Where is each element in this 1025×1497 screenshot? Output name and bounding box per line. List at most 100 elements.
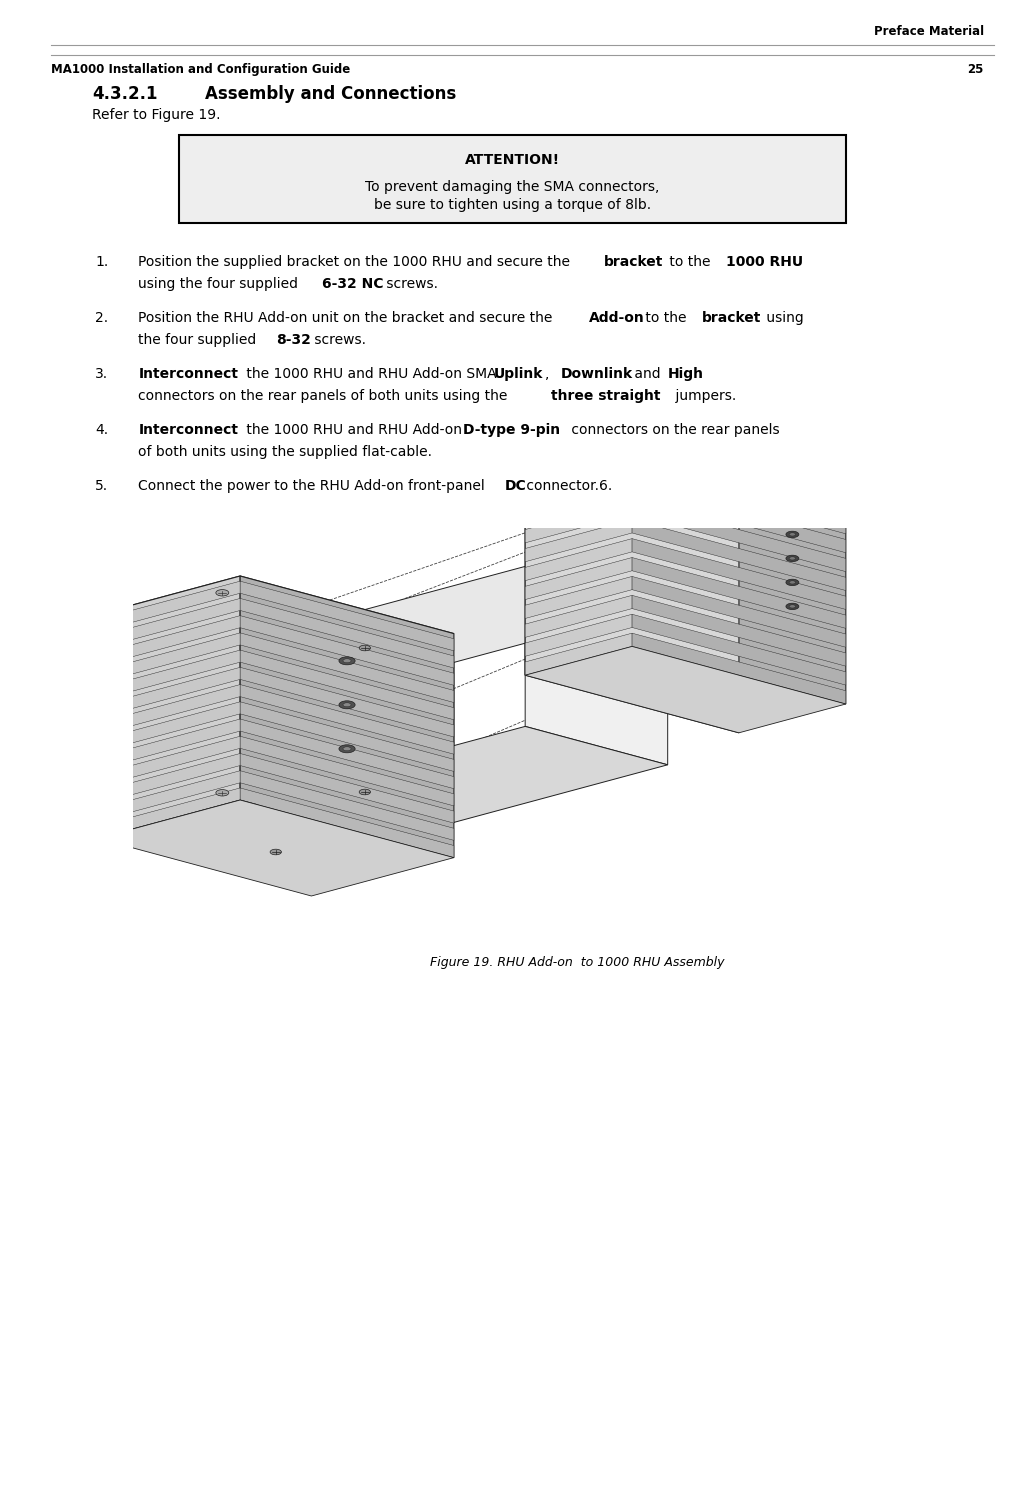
Circle shape (343, 747, 352, 751)
Text: Interconnect: Interconnect (138, 367, 239, 382)
Polygon shape (632, 557, 846, 629)
Polygon shape (240, 787, 454, 858)
Text: connector.6.: connector.6. (523, 479, 613, 493)
Text: Preface Material: Preface Material (874, 25, 984, 37)
Polygon shape (97, 799, 258, 843)
Polygon shape (525, 445, 632, 487)
Polygon shape (240, 581, 454, 651)
Text: 1000 RHU: 1000 RHU (726, 254, 803, 269)
Circle shape (786, 579, 798, 585)
Text: connectors on the rear panels of both units using the: connectors on the rear panels of both un… (138, 389, 512, 403)
Circle shape (343, 659, 352, 663)
Text: Position the RHU Add-on unit on the bracket and secure the: Position the RHU Add-on unit on the brac… (138, 311, 558, 325)
Polygon shape (632, 633, 846, 704)
Text: Interconnect: Interconnect (138, 424, 239, 437)
Text: bracket: bracket (702, 311, 762, 325)
Polygon shape (312, 624, 454, 822)
Polygon shape (632, 519, 846, 590)
Circle shape (789, 557, 795, 560)
Text: 4.: 4. (95, 424, 109, 437)
Polygon shape (525, 647, 846, 734)
Polygon shape (525, 463, 632, 504)
Polygon shape (632, 596, 846, 666)
Polygon shape (240, 668, 454, 737)
Polygon shape (525, 501, 632, 543)
Text: three straight: three straight (550, 389, 660, 403)
Polygon shape (97, 599, 240, 648)
Circle shape (339, 746, 355, 753)
Circle shape (216, 789, 229, 796)
Polygon shape (240, 576, 454, 858)
Text: screws.: screws. (382, 277, 438, 290)
Circle shape (789, 581, 795, 584)
Polygon shape (632, 501, 846, 572)
Polygon shape (240, 650, 454, 720)
Polygon shape (240, 684, 454, 754)
Text: 3.: 3. (95, 367, 109, 382)
Circle shape (789, 605, 795, 608)
Text: Connect the power to the RHU Add-on front-panel: Connect the power to the RHU Add-on fron… (138, 479, 490, 493)
Circle shape (339, 701, 355, 708)
Text: Uplink: Uplink (494, 367, 543, 382)
Text: 25: 25 (968, 63, 984, 76)
Polygon shape (97, 702, 240, 753)
Polygon shape (240, 615, 454, 686)
Polygon shape (525, 614, 632, 656)
Circle shape (359, 789, 370, 795)
Text: 8-32: 8-32 (276, 332, 311, 347)
Circle shape (216, 590, 229, 596)
Circle shape (786, 531, 798, 537)
Polygon shape (97, 799, 454, 897)
Circle shape (343, 702, 352, 707)
Polygon shape (578, 669, 792, 726)
Polygon shape (97, 684, 240, 735)
Circle shape (339, 657, 355, 665)
Text: 4.3.2.1: 4.3.2.1 (92, 85, 158, 103)
Text: 2.: 2. (95, 311, 109, 325)
Polygon shape (632, 614, 846, 686)
Polygon shape (97, 576, 240, 838)
Text: 1.: 1. (95, 254, 109, 269)
Polygon shape (525, 482, 632, 524)
Polygon shape (97, 771, 240, 822)
Polygon shape (632, 445, 846, 515)
Polygon shape (525, 596, 632, 638)
Text: the four supplied: the four supplied (138, 332, 261, 347)
Polygon shape (525, 519, 632, 561)
Polygon shape (240, 599, 454, 668)
FancyBboxPatch shape (179, 135, 846, 223)
Text: ,: , (545, 367, 555, 382)
Polygon shape (632, 482, 846, 552)
Text: ATTENTION!: ATTENTION! (465, 153, 560, 168)
Text: 5.: 5. (95, 479, 109, 493)
Polygon shape (525, 576, 632, 618)
Circle shape (83, 665, 94, 671)
Polygon shape (97, 650, 240, 701)
Polygon shape (97, 753, 240, 804)
Polygon shape (525, 566, 667, 765)
Polygon shape (525, 439, 632, 675)
Circle shape (786, 555, 798, 561)
Polygon shape (632, 439, 846, 704)
Text: 6-32 NC: 6-32 NC (322, 277, 383, 290)
Polygon shape (240, 737, 454, 805)
Polygon shape (632, 576, 846, 647)
Text: Downlink: Downlink (561, 367, 632, 382)
Polygon shape (240, 633, 454, 702)
Text: and: and (629, 367, 664, 382)
Text: the 1000 RHU and RHU Add-on SMA: the 1000 RHU and RHU Add-on SMA (242, 367, 500, 382)
Text: be sure to tighten using a torque of 8lb.: be sure to tighten using a torque of 8lb… (374, 198, 651, 213)
Text: of both units using the supplied flat-cable.: of both units using the supplied flat-ca… (138, 445, 433, 460)
Polygon shape (97, 668, 240, 717)
Polygon shape (525, 557, 632, 600)
Circle shape (786, 603, 798, 609)
Text: Figure 19. RHU Add-on  to 1000 RHU Assembly: Figure 19. RHU Add-on to 1000 RHU Assemb… (430, 957, 725, 969)
Polygon shape (97, 576, 454, 672)
Text: Refer to Figure 19.: Refer to Figure 19. (92, 108, 220, 121)
Text: to the: to the (664, 254, 714, 269)
Polygon shape (525, 439, 846, 525)
Text: Position the supplied bracket on the 1000 RHU and secure the: Position the supplied bracket on the 100… (138, 254, 575, 269)
Polygon shape (525, 633, 632, 675)
Polygon shape (525, 539, 632, 581)
Text: bracket: bracket (605, 254, 664, 269)
